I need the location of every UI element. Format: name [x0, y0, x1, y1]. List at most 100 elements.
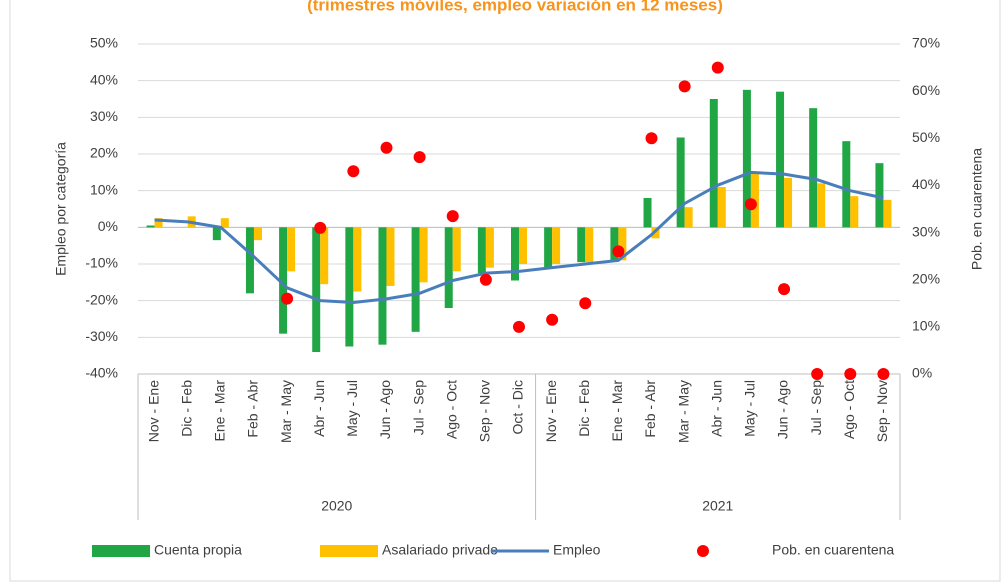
dot [446, 210, 459, 223]
bar [253, 227, 262, 241]
x-tick-label: Feb - Abr [642, 380, 658, 438]
dot [877, 368, 890, 380]
y-tick-label: -20% [85, 291, 118, 307]
x-tick-label: Sep - Nov [874, 380, 890, 442]
bar [585, 227, 594, 263]
dot [579, 297, 592, 310]
bar [212, 227, 221, 241]
bar [519, 227, 527, 264]
y-tick-label: 20% [90, 145, 118, 161]
dot [479, 273, 492, 286]
bar [220, 218, 229, 228]
x-tick-label: Jul - Sep [410, 380, 426, 435]
group-label: 2020 [321, 498, 352, 514]
y-tick-label: -10% [85, 255, 118, 271]
x-tick-label: Jul - Sep [808, 380, 824, 435]
bar [477, 227, 486, 274]
dot [347, 165, 360, 178]
bar [287, 227, 296, 272]
bar [154, 218, 163, 228]
dot [678, 80, 691, 93]
y-axis-title: Empleo por categoría [53, 142, 69, 276]
legend-label: Empleo [553, 542, 601, 558]
y2-tick-label: 20% [912, 270, 940, 286]
legend-label: Asalariado privado [382, 542, 498, 558]
x-tick-label: Abr - Jun [708, 380, 724, 437]
legend-swatch [320, 545, 378, 557]
chart-border [9, 0, 1001, 582]
bar [577, 227, 586, 263]
bar [345, 227, 354, 347]
bar [809, 108, 818, 228]
bar [386, 227, 395, 286]
bar [419, 227, 428, 283]
x-tick-label: Dic - Feb [576, 380, 592, 437]
y2-tick-label: 70% [912, 35, 940, 51]
bar [643, 198, 652, 228]
bar [312, 227, 321, 352]
y-tick-label: -40% [85, 365, 118, 381]
dot [612, 245, 625, 258]
bar [676, 137, 685, 228]
bar [279, 227, 288, 334]
y2-axis-title: Pob. en cuarentena [969, 148, 985, 270]
dot [413, 151, 426, 164]
bar [842, 141, 851, 228]
bar [875, 163, 884, 228]
bar [817, 183, 826, 228]
bar [511, 227, 519, 281]
bar [320, 227, 329, 285]
dot [778, 283, 791, 296]
line [154, 170, 884, 304]
x-tick-label: Sep - Nov [477, 380, 493, 442]
dot [811, 368, 824, 380]
y-tick-label: 0% [98, 218, 118, 234]
x-tick-label: Ago - Oct [841, 380, 857, 439]
x-tick-label: Mar - May [675, 380, 691, 443]
x-tick-label: Oct - Dic [510, 380, 526, 434]
dot [844, 368, 857, 380]
legend-swatch [697, 545, 709, 557]
x-tick-label: Jun - Ago [775, 380, 791, 439]
bar [378, 227, 387, 345]
y-tick-label: 40% [90, 71, 118, 87]
dot [281, 292, 294, 305]
bar [742, 89, 751, 228]
bar [618, 227, 627, 261]
bar [717, 187, 726, 228]
x-tick-label: May - Jul [742, 380, 758, 437]
legend-swatch [92, 545, 150, 557]
y-tick-label: 30% [90, 108, 118, 124]
bar [709, 99, 718, 228]
dot [513, 320, 525, 333]
y2-tick-label: 60% [912, 82, 940, 98]
y2-tick-label: 30% [912, 223, 940, 239]
bar [353, 227, 362, 292]
legend-label: Pob. en cuarentena [772, 542, 894, 558]
y2-tick-label: 50% [912, 129, 940, 145]
x-tick-label: Nov - Ene [145, 380, 161, 442]
bar [850, 196, 859, 228]
bar [610, 227, 619, 261]
bar [883, 199, 892, 228]
bar [444, 227, 453, 308]
x-tick-label: Jun - Ago [377, 380, 393, 439]
dot [744, 198, 757, 211]
x-tick-label: Ene - Mar [212, 380, 228, 442]
bar [776, 91, 785, 228]
dot [645, 132, 658, 145]
bar [485, 227, 494, 268]
x-tick-label: Ago - Oct [443, 380, 459, 439]
chart-title: (trimestres móviles, empleo variación en… [307, 0, 723, 14]
legend-label: Cuenta propia [154, 542, 242, 558]
y-tick-label: -30% [85, 328, 118, 344]
x-tick-label: Ene - Mar [609, 380, 625, 442]
bar [411, 227, 420, 332]
bar [784, 177, 793, 228]
bar [552, 227, 561, 264]
x-tick-label: Dic - Feb [178, 380, 194, 437]
dot [546, 313, 559, 326]
x-tick-label: Abr - Jun [311, 380, 327, 437]
y-tick-label: 50% [90, 35, 118, 51]
